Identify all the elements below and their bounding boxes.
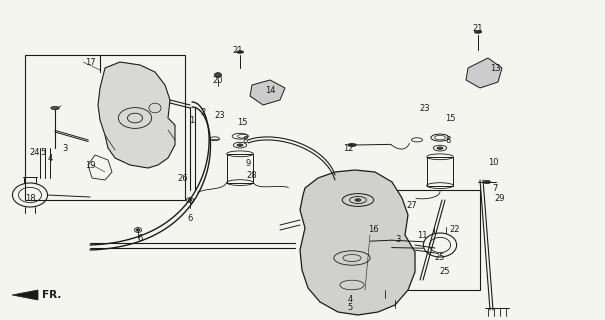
Text: 23: 23	[215, 110, 225, 119]
Polygon shape	[300, 170, 415, 315]
Text: 4: 4	[47, 154, 53, 163]
Text: 7: 7	[492, 183, 498, 193]
Text: 21: 21	[233, 45, 243, 54]
Text: 22: 22	[450, 226, 460, 235]
Text: 16: 16	[368, 226, 378, 235]
Ellipse shape	[51, 107, 59, 110]
Ellipse shape	[188, 199, 192, 201]
Ellipse shape	[355, 199, 361, 201]
Ellipse shape	[474, 31, 482, 33]
Ellipse shape	[437, 147, 443, 149]
Ellipse shape	[348, 143, 356, 147]
Text: 9: 9	[246, 158, 250, 167]
Text: 24: 24	[30, 148, 41, 156]
Text: 25: 25	[440, 268, 450, 276]
Text: 5: 5	[347, 303, 353, 313]
Text: 17: 17	[85, 58, 96, 67]
Text: 6: 6	[137, 234, 143, 243]
Text: 23: 23	[420, 103, 430, 113]
Text: 14: 14	[265, 85, 275, 94]
Text: 18: 18	[25, 194, 35, 203]
Bar	[227, 154, 253, 183]
Text: 29: 29	[495, 194, 505, 203]
Polygon shape	[98, 62, 175, 168]
Text: 19: 19	[85, 161, 95, 170]
Text: 13: 13	[489, 63, 500, 73]
Bar	[365, 190, 480, 290]
Text: 6: 6	[188, 213, 192, 222]
Text: 8: 8	[445, 135, 451, 145]
Polygon shape	[250, 80, 285, 105]
Text: 15: 15	[445, 114, 455, 123]
Text: 28: 28	[247, 171, 257, 180]
Text: 12: 12	[343, 143, 353, 153]
Ellipse shape	[237, 51, 244, 53]
Ellipse shape	[136, 229, 140, 231]
Text: 27: 27	[407, 201, 417, 210]
Text: 8: 8	[243, 135, 247, 145]
Bar	[25, 55, 185, 200]
Ellipse shape	[483, 180, 491, 184]
Text: 5: 5	[41, 148, 45, 156]
Text: 25: 25	[435, 253, 445, 262]
Text: 26: 26	[178, 173, 188, 182]
Text: 3: 3	[62, 143, 68, 153]
Text: 11: 11	[417, 230, 427, 239]
Text: 3: 3	[395, 236, 401, 244]
Polygon shape	[12, 290, 38, 300]
Text: 21: 21	[473, 23, 483, 33]
Ellipse shape	[392, 298, 398, 300]
Text: 15: 15	[237, 117, 247, 126]
Ellipse shape	[237, 144, 243, 147]
Text: 20: 20	[213, 76, 223, 84]
Text: 1: 1	[189, 116, 195, 124]
Text: FR.: FR.	[42, 290, 61, 300]
Polygon shape	[466, 58, 502, 88]
Ellipse shape	[382, 288, 388, 290]
Bar	[427, 157, 453, 186]
Text: 10: 10	[488, 157, 499, 166]
Text: 4: 4	[347, 295, 353, 305]
Ellipse shape	[214, 73, 221, 77]
Text: 2: 2	[200, 108, 206, 116]
